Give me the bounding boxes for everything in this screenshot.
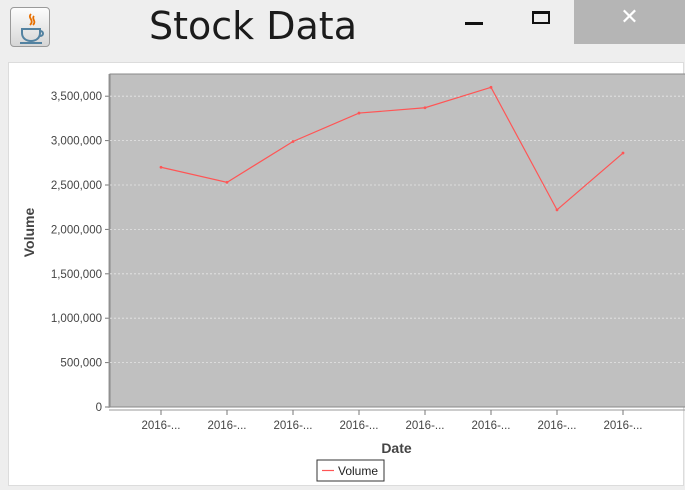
plot-area	[109, 73, 685, 408]
minimize-icon	[465, 22, 483, 25]
maximize-icon	[532, 11, 550, 24]
x-axis-label: Date	[381, 440, 412, 456]
data-point	[555, 208, 559, 212]
x-tick-label: 2016-...	[208, 420, 247, 432]
title-bar[interactable]: Stock Data ✕	[0, 0, 685, 56]
data-point	[423, 106, 427, 110]
y-tick-label: 500,000	[60, 358, 102, 370]
data-point	[621, 151, 625, 155]
y-tick-label: 2,500,000	[51, 180, 102, 192]
x-tick-label: 2016-...	[538, 420, 577, 432]
x-tick-label: 2016-...	[406, 420, 445, 432]
minimize-button[interactable]	[446, 0, 502, 44]
x-tick-label: 2016-...	[274, 420, 313, 432]
x-tick-label: 2016-...	[142, 420, 181, 432]
window-title: Stock Data	[149, 4, 357, 48]
close-icon: ✕	[620, 5, 639, 30]
legend-label-volume: Volume	[338, 464, 378, 478]
line-chart: 0 500,000 1,000,000 1,500,000 2,000,000 2,500…	[21, 73, 685, 482]
y-tick-label: 3,500,000	[51, 91, 102, 103]
y-tick-label: 2,000,000	[51, 224, 102, 236]
data-point	[225, 180, 229, 184]
data-point	[357, 111, 361, 115]
y-tick-label: 0	[96, 402, 102, 414]
y-tick-label: 3,000,000	[51, 136, 102, 148]
java-cup-icon[interactable]	[10, 7, 50, 47]
y-tick-label: 1,500,000	[51, 269, 102, 281]
x-tick-label: 2016-...	[604, 420, 643, 432]
chart-panel: 0 500,000 1,000,000 1,500,000 2,000,000 2,500…	[8, 62, 685, 486]
maximize-button[interactable]	[513, 0, 569, 44]
x-tick-label: 2016-...	[340, 420, 379, 432]
x-tick-label: 2016-...	[472, 420, 511, 432]
y-axis-label: Volume	[21, 208, 37, 258]
data-point	[489, 85, 493, 89]
data-point	[159, 165, 163, 169]
series-line-volume	[160, 86, 624, 211]
data-point	[291, 140, 295, 143]
close-button[interactable]: ✕	[574, 0, 685, 44]
y-tick-label: 1,000,000	[51, 313, 102, 325]
legend-box	[316, 459, 385, 482]
